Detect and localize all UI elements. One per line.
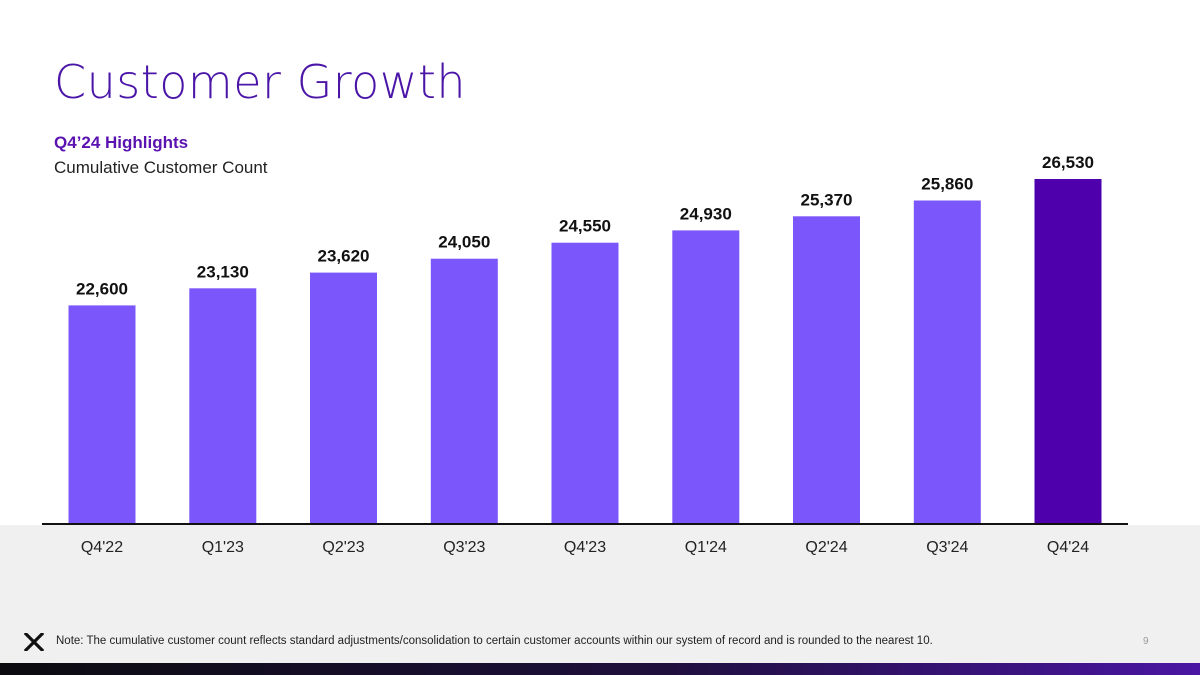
x-axis-tick-labels: Q4'22 Q1'23 Q2'23 Q3'23 Q4'23 Q1'24 Q2'24 Q3'24… bbox=[81, 539, 1089, 556]
x-tick-label: Q2'24 bbox=[805, 539, 847, 556]
page-title: Customer Growth bbox=[54, 55, 467, 109]
x-logo-icon bbox=[24, 633, 44, 651]
bar-value-label: 24,930 bbox=[680, 204, 732, 223]
x-tick-label: Q3'23 bbox=[443, 539, 485, 556]
bar-Q4'23 bbox=[551, 242, 619, 524]
bar-group bbox=[68, 179, 1102, 525]
bar-Q1'23 bbox=[189, 288, 257, 524]
x-tick-label: Q2'23 bbox=[322, 539, 364, 556]
x-tick-label: Q4'23 bbox=[564, 539, 606, 556]
x-tick-label: Q1'24 bbox=[685, 539, 727, 556]
x-tick-label: Q4'24 bbox=[1047, 539, 1089, 556]
x-tick-label: Q3'24 bbox=[926, 539, 968, 556]
bar-value-label: 23,620 bbox=[318, 247, 370, 266]
bar-Q3'23 bbox=[430, 258, 498, 524]
footer-band bbox=[0, 525, 1200, 663]
bottom-gradient-bar bbox=[0, 663, 1200, 675]
bar-Q4'24 bbox=[1034, 179, 1102, 524]
bar-value-labels: 22,600 23,130 23,620 24,050 24,550 24,930 25,3… bbox=[76, 153, 1094, 298]
chart-subtitle: Cumulative Customer Count bbox=[54, 158, 268, 177]
bar-Q4'22 bbox=[68, 305, 136, 524]
bar-value-label: 22,600 bbox=[76, 279, 128, 298]
bar-value-label: 24,550 bbox=[559, 217, 611, 236]
x-tick-label: Q4'22 bbox=[81, 539, 123, 556]
x-tick-label: Q1'23 bbox=[202, 539, 244, 556]
page-number: 9 bbox=[1143, 636, 1149, 647]
bar-Q1'24 bbox=[672, 230, 740, 524]
bar-value-label: 26,530 bbox=[1042, 153, 1094, 172]
highlights-heading: Q4’24 Highlights bbox=[54, 133, 189, 152]
footnote: Note: The cumulative customer count refl… bbox=[56, 635, 933, 647]
bar-value-label: 25,370 bbox=[801, 190, 853, 209]
bar-value-label: 24,050 bbox=[438, 233, 490, 252]
bar-Q2'23 bbox=[310, 272, 377, 524]
bar-value-label: 25,860 bbox=[921, 175, 973, 194]
bar-Q2'24 bbox=[793, 216, 860, 525]
bar-value-label: 23,130 bbox=[197, 262, 249, 281]
bar-Q3'24 bbox=[913, 200, 981, 524]
